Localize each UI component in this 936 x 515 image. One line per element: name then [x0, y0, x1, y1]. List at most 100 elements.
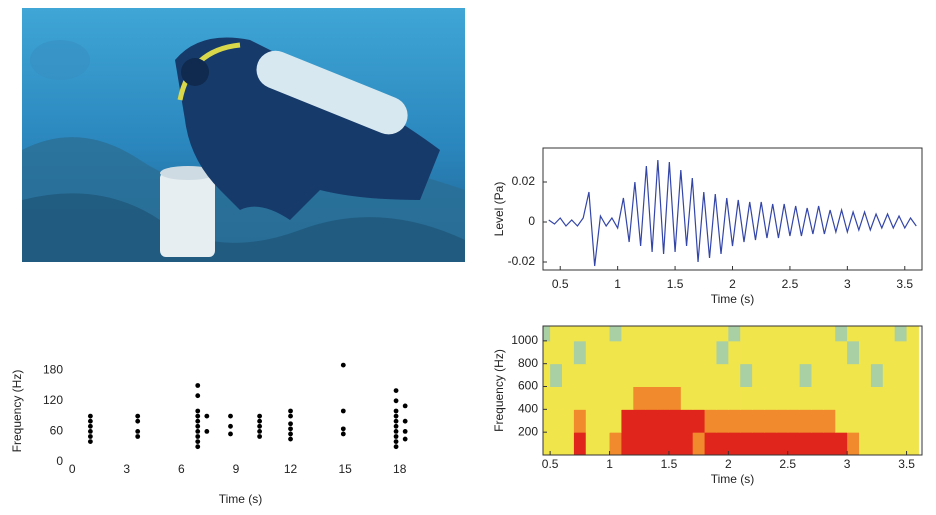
- heat-cell: [543, 409, 551, 433]
- heat-cell: [543, 432, 551, 455]
- point: [195, 408, 201, 414]
- heat-cell: [645, 409, 658, 433]
- heat-cell: [692, 432, 706, 455]
- heat-cell: [704, 363, 717, 388]
- heat-cell: [609, 432, 622, 455]
- x-tick-label: 18: [393, 462, 407, 476]
- heat-cell: [728, 326, 741, 342]
- plot-area: [543, 326, 919, 455]
- heat-cell: [811, 363, 824, 388]
- heat-cell: [609, 386, 622, 410]
- y-axis-label: Frequency (Hz): [10, 370, 24, 453]
- y-tick-label: 200: [518, 424, 538, 438]
- point: [135, 418, 141, 424]
- x-tick-label: 6: [178, 462, 185, 476]
- heat-cell: [752, 326, 765, 342]
- heat-cell: [799, 432, 813, 455]
- heat-cell: [633, 340, 646, 365]
- heat-cell: [847, 386, 860, 410]
- point: [228, 423, 233, 429]
- heat-cell: [847, 363, 860, 388]
- heat-cell: [645, 363, 658, 388]
- x-tick-label: 12: [284, 462, 298, 476]
- point: [87, 418, 93, 424]
- heat-cell: [835, 340, 848, 365]
- heat-cell: [799, 340, 813, 365]
- point: [288, 421, 293, 427]
- heat-cell: [609, 363, 622, 388]
- y-tick-label: 120: [43, 393, 63, 407]
- point: [402, 403, 408, 409]
- heat-cell: [609, 340, 622, 365]
- point: [393, 388, 399, 393]
- heat-cell: [621, 326, 634, 342]
- heat-cell: [668, 326, 682, 342]
- y-tick-label: 0: [56, 454, 63, 468]
- heat-cell: [573, 432, 587, 455]
- heat-cell: [894, 386, 908, 410]
- point: [87, 413, 93, 419]
- point: [257, 418, 263, 424]
- point: [257, 434, 263, 439]
- heat-cell: [645, 340, 658, 365]
- heat-cell: [657, 340, 670, 365]
- heat-cell: [740, 363, 753, 388]
- point: [87, 439, 93, 444]
- heat-cell: [621, 363, 634, 388]
- x-tick-label: 3: [844, 457, 851, 471]
- x-tick-label: 1.5: [667, 277, 684, 291]
- heat-cell: [573, 409, 587, 433]
- heat-cell: [609, 326, 622, 342]
- heat-cell: [906, 386, 919, 410]
- heat-cell: [645, 432, 658, 455]
- heat-cell: [657, 409, 670, 433]
- point: [257, 413, 263, 419]
- heat-cell: [704, 409, 717, 433]
- point: [288, 436, 293, 442]
- heat-cell: [621, 340, 634, 365]
- point: [288, 426, 293, 432]
- point: [340, 431, 346, 437]
- heat-cell: [728, 432, 741, 455]
- heat-cell: [692, 326, 706, 342]
- point: [257, 423, 263, 429]
- heat-cell: [835, 432, 848, 455]
- heat-cell: [894, 363, 908, 388]
- heat-cell: [704, 326, 717, 342]
- heat-cell: [680, 409, 694, 433]
- heat-cell: [787, 432, 801, 455]
- point: [393, 413, 399, 419]
- heat-cell: [799, 409, 813, 433]
- y-tick-label: 600: [518, 379, 538, 393]
- heat-cell: [763, 386, 777, 410]
- heat-cell: [680, 340, 694, 365]
- heat-cell: [704, 340, 717, 365]
- heat-cell: [775, 386, 789, 410]
- point: [228, 431, 233, 437]
- heat-cell: [859, 340, 872, 365]
- heat-cell: [763, 409, 777, 433]
- heat-cell: [906, 340, 919, 365]
- heat-cell: [692, 409, 706, 433]
- heat-cell: [775, 432, 789, 455]
- heat-cell: [550, 340, 563, 365]
- point: [393, 408, 399, 414]
- heat-cell: [906, 432, 919, 455]
- y-tick-label: 800: [518, 356, 538, 370]
- heat-cell: [668, 340, 682, 365]
- point: [393, 439, 399, 444]
- point: [393, 444, 399, 450]
- heat-cell: [668, 432, 682, 455]
- heat-cell: [870, 340, 884, 365]
- heat-cell: [573, 340, 587, 365]
- y-tick-label: -0.02: [508, 254, 536, 268]
- heat-cell: [645, 386, 658, 410]
- heat-cell: [573, 386, 587, 410]
- x-tick-label: 0.5: [542, 457, 559, 471]
- heat-cell: [906, 409, 919, 433]
- heat-cell: [740, 409, 753, 433]
- heat-cell: [609, 409, 622, 433]
- heat-cell: [775, 340, 789, 365]
- heat-cell: [585, 363, 599, 388]
- heat-cell: [740, 386, 753, 410]
